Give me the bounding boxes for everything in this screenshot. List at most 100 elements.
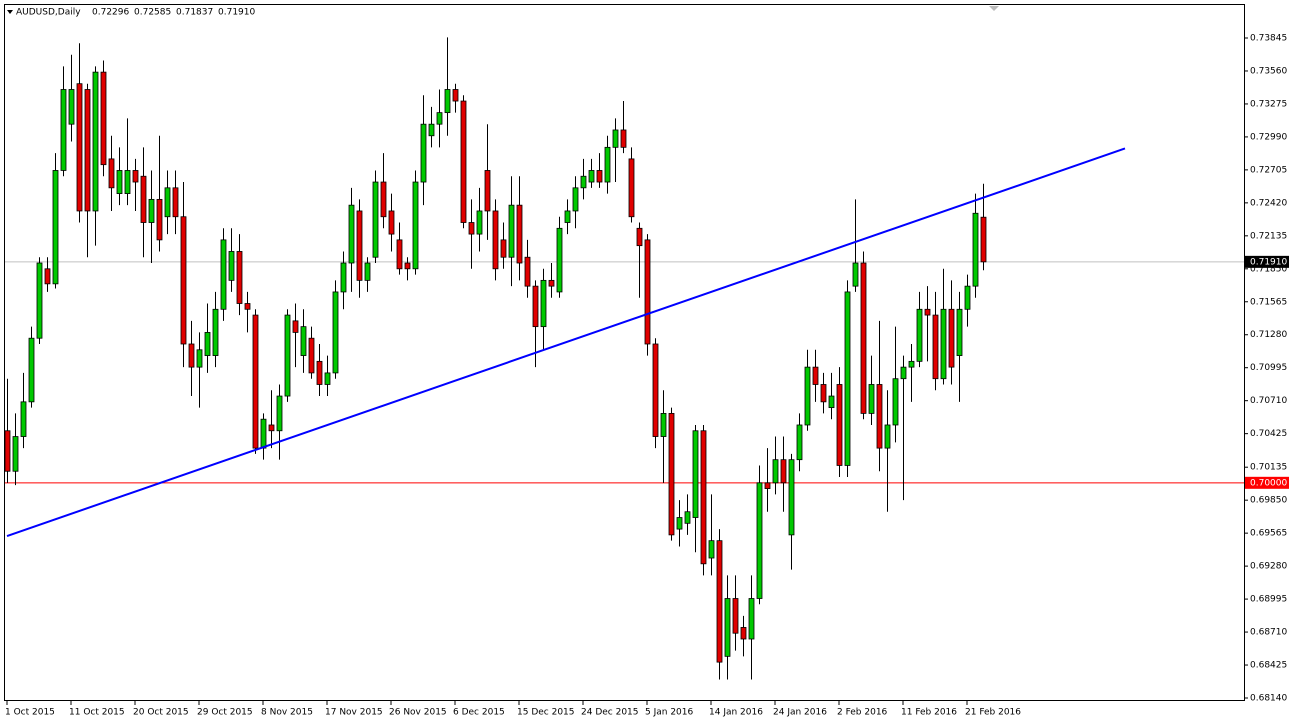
y-tick-label: 0.71565 <box>1250 297 1287 307</box>
bull-body <box>972 212 979 287</box>
bear-body <box>596 170 603 183</box>
x-tick-label: 17 Nov 2015 <box>325 708 383 718</box>
bull-body <box>908 360 915 368</box>
bull-body <box>788 459 795 536</box>
bull-body <box>684 511 691 524</box>
bull-body <box>348 204 355 264</box>
bear-body <box>860 262 867 414</box>
bear-body <box>316 360 323 385</box>
level-marker <box>1245 476 1289 489</box>
bull-body <box>772 459 779 484</box>
bear-body <box>44 268 51 285</box>
bear-body <box>452 89 459 102</box>
bull-body <box>412 181 419 270</box>
bear-body <box>468 222 475 235</box>
bear-body <box>188 343 195 368</box>
x-tick-label: 2 Feb 2016 <box>837 708 888 718</box>
bull-body <box>916 308 923 362</box>
bull-body <box>964 285 971 310</box>
bear-body <box>500 239 507 258</box>
x-tick-label: 11 Oct 2015 <box>69 708 125 718</box>
bull-body <box>476 210 483 235</box>
bull-body <box>556 227 563 293</box>
bull-body <box>796 424 803 461</box>
bear-body <box>636 227 643 247</box>
bear-body <box>236 251 243 304</box>
bear-body <box>732 598 739 634</box>
bear-body <box>620 129 627 148</box>
bear-body <box>836 384 843 466</box>
bull-body <box>124 170 131 195</box>
bear-body <box>268 424 275 432</box>
bull-body <box>940 308 947 380</box>
bull-body <box>148 198 155 223</box>
bull-body <box>580 175 587 189</box>
bear-body <box>980 216 987 263</box>
menu-arrow <box>7 10 13 14</box>
bear-body <box>244 303 251 310</box>
y-tick-label: 0.73560 <box>1250 66 1287 76</box>
bull-body <box>572 187 579 212</box>
trendline <box>6 147 1126 537</box>
bull-body <box>708 540 715 559</box>
x-tick-label: 24 Dec 2015 <box>581 708 639 718</box>
bull-body <box>444 89 451 114</box>
symbol: AUDUSD,Daily <box>16 8 81 18</box>
bull-body <box>52 170 59 285</box>
bear-body <box>716 540 723 663</box>
bear-body <box>700 430 707 565</box>
level-label: 0.70000 <box>1250 478 1287 488</box>
y-tick-label: 0.73845 <box>1250 34 1287 44</box>
bear-body <box>460 100 467 223</box>
bear-body <box>108 158 115 189</box>
bull-body <box>220 239 227 310</box>
bear-body <box>820 384 827 403</box>
plot-frame <box>4 4 1245 701</box>
x-tick-label: 15 Dec 2015 <box>517 708 575 718</box>
header-value: 0.72296 <box>92 8 129 18</box>
bull-body <box>692 430 699 518</box>
bear-body <box>132 170 139 183</box>
bear-body <box>156 198 163 241</box>
bear-body <box>84 89 91 212</box>
bull-body <box>300 326 307 356</box>
bull-body <box>588 170 595 183</box>
y-tick-label: 0.71280 <box>1250 330 1287 340</box>
bull-body <box>116 170 123 195</box>
y-tick-label: 0.69280 <box>1250 562 1287 572</box>
bull-body <box>724 598 731 657</box>
y-tick-label: 0.68425 <box>1250 661 1287 671</box>
header-value: 0.72585 <box>134 8 171 18</box>
bear-body <box>764 482 771 490</box>
x-tick-label: 5 Jan 2016 <box>645 708 693 718</box>
bear-body <box>172 187 179 218</box>
bull-body <box>420 123 427 183</box>
current-price-marker <box>1245 255 1289 268</box>
bull-body <box>676 517 683 530</box>
bull-body <box>164 187 171 218</box>
bull-body <box>804 366 811 426</box>
bear-body <box>252 314 259 449</box>
bear-body <box>740 627 747 640</box>
y-tick-label: 0.72420 <box>1250 198 1287 208</box>
bull-body <box>364 262 371 281</box>
bull-body <box>372 181 379 258</box>
bear-body <box>932 314 939 380</box>
bull-body <box>20 401 27 437</box>
x-tick-label: 24 Jan 2016 <box>773 708 827 718</box>
bear-body <box>532 285 539 328</box>
header: AUDUSD,Daily 0.72296 0.72585 0.71837 0.71910 <box>16 8 255 18</box>
bull-body <box>748 598 755 640</box>
bear-body <box>404 262 411 270</box>
x-tick-label: 29 Oct 2015 <box>197 708 253 718</box>
bear-body <box>76 83 83 212</box>
header-value: 0.71910 <box>218 8 255 18</box>
bear-body <box>356 210 363 281</box>
bear-body <box>100 71 107 166</box>
bear-body <box>924 308 931 316</box>
x-tick-label: 20 Oct 2015 <box>133 708 189 718</box>
bear-body <box>668 413 675 536</box>
bull-body <box>68 89 75 125</box>
